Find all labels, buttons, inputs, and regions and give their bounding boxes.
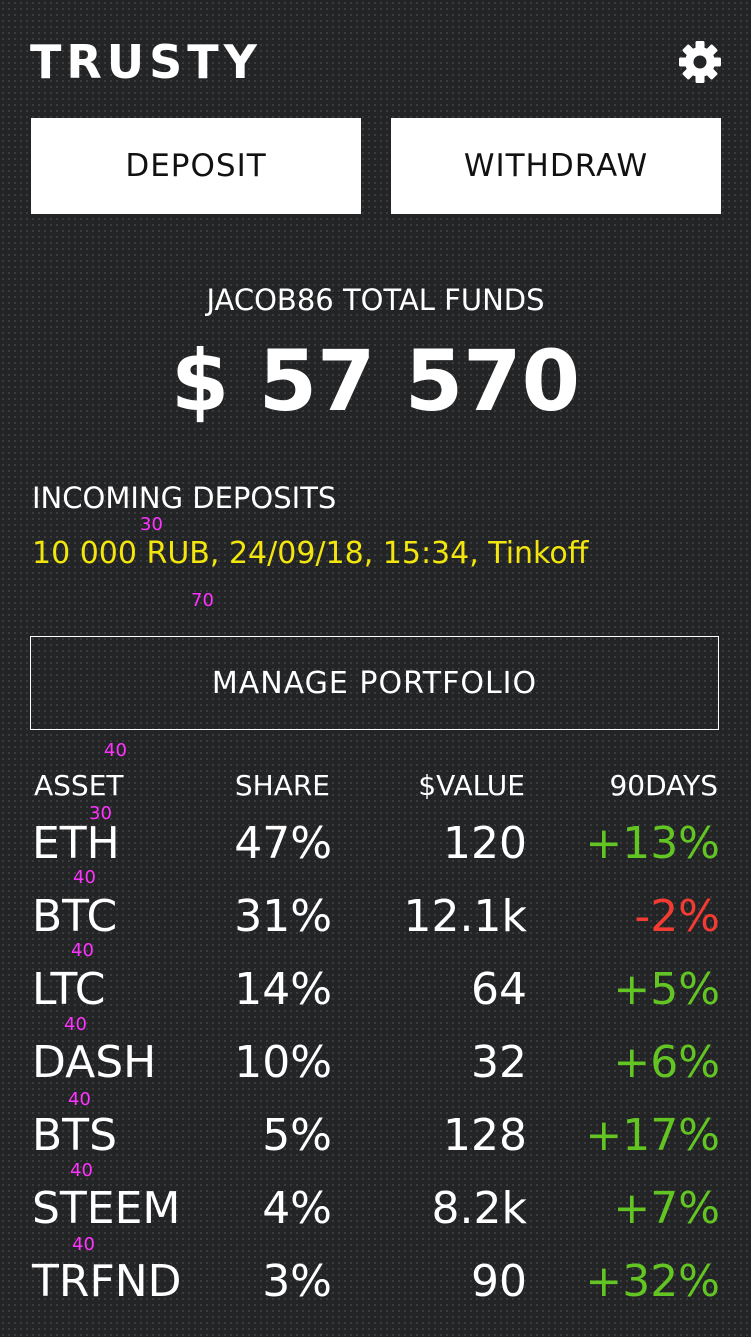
spacing-annotation: 70 [191, 590, 214, 611]
asset-value: 90 [471, 1256, 527, 1307]
asset-share: 3% [262, 1256, 332, 1307]
spacing-annotation: 40 [72, 1234, 95, 1255]
asset-change: +17% [585, 1110, 720, 1161]
spacing-annotation: 40 [73, 867, 96, 888]
asset-value: 32 [471, 1037, 527, 1088]
spacing-annotation: 30 [89, 803, 112, 824]
asset-change: -2% [634, 891, 720, 942]
manage-portfolio-button[interactable]: MANAGE PORTFOLIO [30, 636, 719, 730]
asset-value: 8.2k [431, 1183, 527, 1234]
asset-share: 5% [262, 1110, 332, 1161]
asset-share: 47% [234, 818, 332, 869]
asset-name: TRFND [32, 1256, 182, 1307]
app-logo: TRUSTY [30, 35, 262, 89]
spacing-annotation: 40 [68, 1089, 91, 1110]
asset-value: 120 [443, 818, 527, 869]
table-row[interactable]: TRFND 3% 90 +32% [0, 1252, 751, 1325]
spacing-annotation: 40 [70, 1160, 93, 1181]
spacing-annotation: 30 [140, 514, 163, 535]
table-row[interactable]: ETH 47% 120 +13% [0, 814, 751, 887]
asset-name: STEEM [32, 1183, 181, 1234]
asset-share: 4% [262, 1183, 332, 1234]
asset-value: 64 [471, 964, 527, 1015]
asset-change: +5% [613, 964, 720, 1015]
column-header-asset: ASSET [34, 769, 124, 802]
table-row[interactable]: BTC 31% 12.1k -2% [0, 887, 751, 960]
asset-change: +13% [585, 818, 720, 869]
asset-value: 12.1k [403, 891, 527, 942]
asset-change: +7% [613, 1183, 720, 1234]
table-row[interactable]: LTC 14% 64 +5% [0, 960, 751, 1033]
asset-name: DASH [32, 1037, 157, 1088]
asset-value: 128 [443, 1110, 527, 1161]
asset-name: BTS [32, 1110, 117, 1161]
table-row[interactable]: STEEM 4% 8.2k +7% [0, 1179, 751, 1252]
asset-name: ETH [32, 818, 120, 869]
spacing-annotation: 40 [104, 740, 127, 761]
asset-name: BTC [32, 891, 118, 942]
spacing-annotation: 40 [71, 940, 94, 961]
total-funds-value: $ 57 570 [170, 332, 581, 430]
asset-name: LTC [32, 964, 106, 1015]
asset-change: +6% [613, 1037, 720, 1088]
spacing-annotation: 40 [64, 1014, 87, 1035]
withdraw-button[interactable]: WITHDRAW [391, 118, 721, 214]
incoming-deposit-item: 10 000 RUB, 24/09/18, 15:34, Tinkoff [32, 536, 589, 571]
column-header-value: $VALUE [418, 769, 525, 802]
asset-change: +32% [585, 1256, 720, 1307]
incoming-deposits-label: INCOMING DEPOSITS [32, 481, 337, 515]
table-row[interactable]: DASH 10% 32 +6% [0, 1033, 751, 1106]
deposit-button[interactable]: DEPOSIT [31, 118, 361, 214]
asset-share: 31% [234, 891, 332, 942]
settings-button[interactable] [676, 38, 724, 86]
gear-icon [679, 41, 721, 83]
column-header-share: SHARE [234, 769, 330, 802]
asset-share: 10% [234, 1037, 332, 1088]
asset-share: 14% [234, 964, 332, 1015]
column-header-90days: 90DAYS [609, 769, 718, 802]
table-row[interactable]: BTS 5% 128 +17% [0, 1106, 751, 1179]
total-funds-label: JACOB86 TOTAL FUNDS [206, 283, 545, 317]
